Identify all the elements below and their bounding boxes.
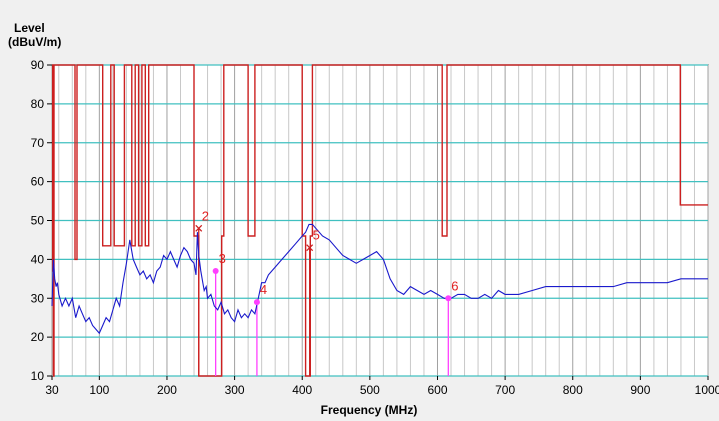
y-tick-label: 50: [31, 214, 45, 228]
y-tick-label: 20: [31, 330, 45, 344]
y-tick-label: 40: [31, 252, 45, 266]
y-tick-label: 10: [31, 369, 45, 383]
x-tick-label: 700: [495, 383, 515, 397]
y-tick-label: 90: [31, 58, 45, 72]
x-tick-label: 600: [427, 383, 447, 397]
y-tick-label: 60: [31, 175, 45, 189]
x-tick-label: 200: [157, 383, 177, 397]
x-axis-label: Frequency (MHz): [321, 403, 418, 417]
x-tick-label: 100: [89, 383, 109, 397]
marker-label-5: 5: [313, 228, 320, 243]
y-axis-label-line1: Level: [14, 21, 45, 35]
marker-label-2: 2: [202, 208, 209, 223]
x-tick-label: 1000: [695, 383, 719, 397]
marker-point-6: [445, 295, 451, 301]
x-tick-label: 900: [630, 383, 650, 397]
marker-label-6: 6: [451, 278, 458, 293]
marker-label-3: 3: [219, 251, 226, 266]
y-tick-label: 70: [31, 136, 45, 150]
y-tick-label: 80: [31, 97, 45, 111]
y-tick-label: 30: [31, 291, 45, 305]
marker-label-4: 4: [260, 282, 267, 297]
x-tick-label: 400: [292, 383, 312, 397]
x-tick-label: 500: [360, 383, 380, 397]
marker-point-3: [213, 268, 219, 274]
x-tick-label: 300: [225, 383, 245, 397]
x-tick-label: 30: [45, 383, 59, 397]
y-axis-label-line2: (dBuV/m): [8, 35, 61, 49]
x-tick-label: 800: [563, 383, 583, 397]
marker-point-4: [254, 299, 260, 305]
